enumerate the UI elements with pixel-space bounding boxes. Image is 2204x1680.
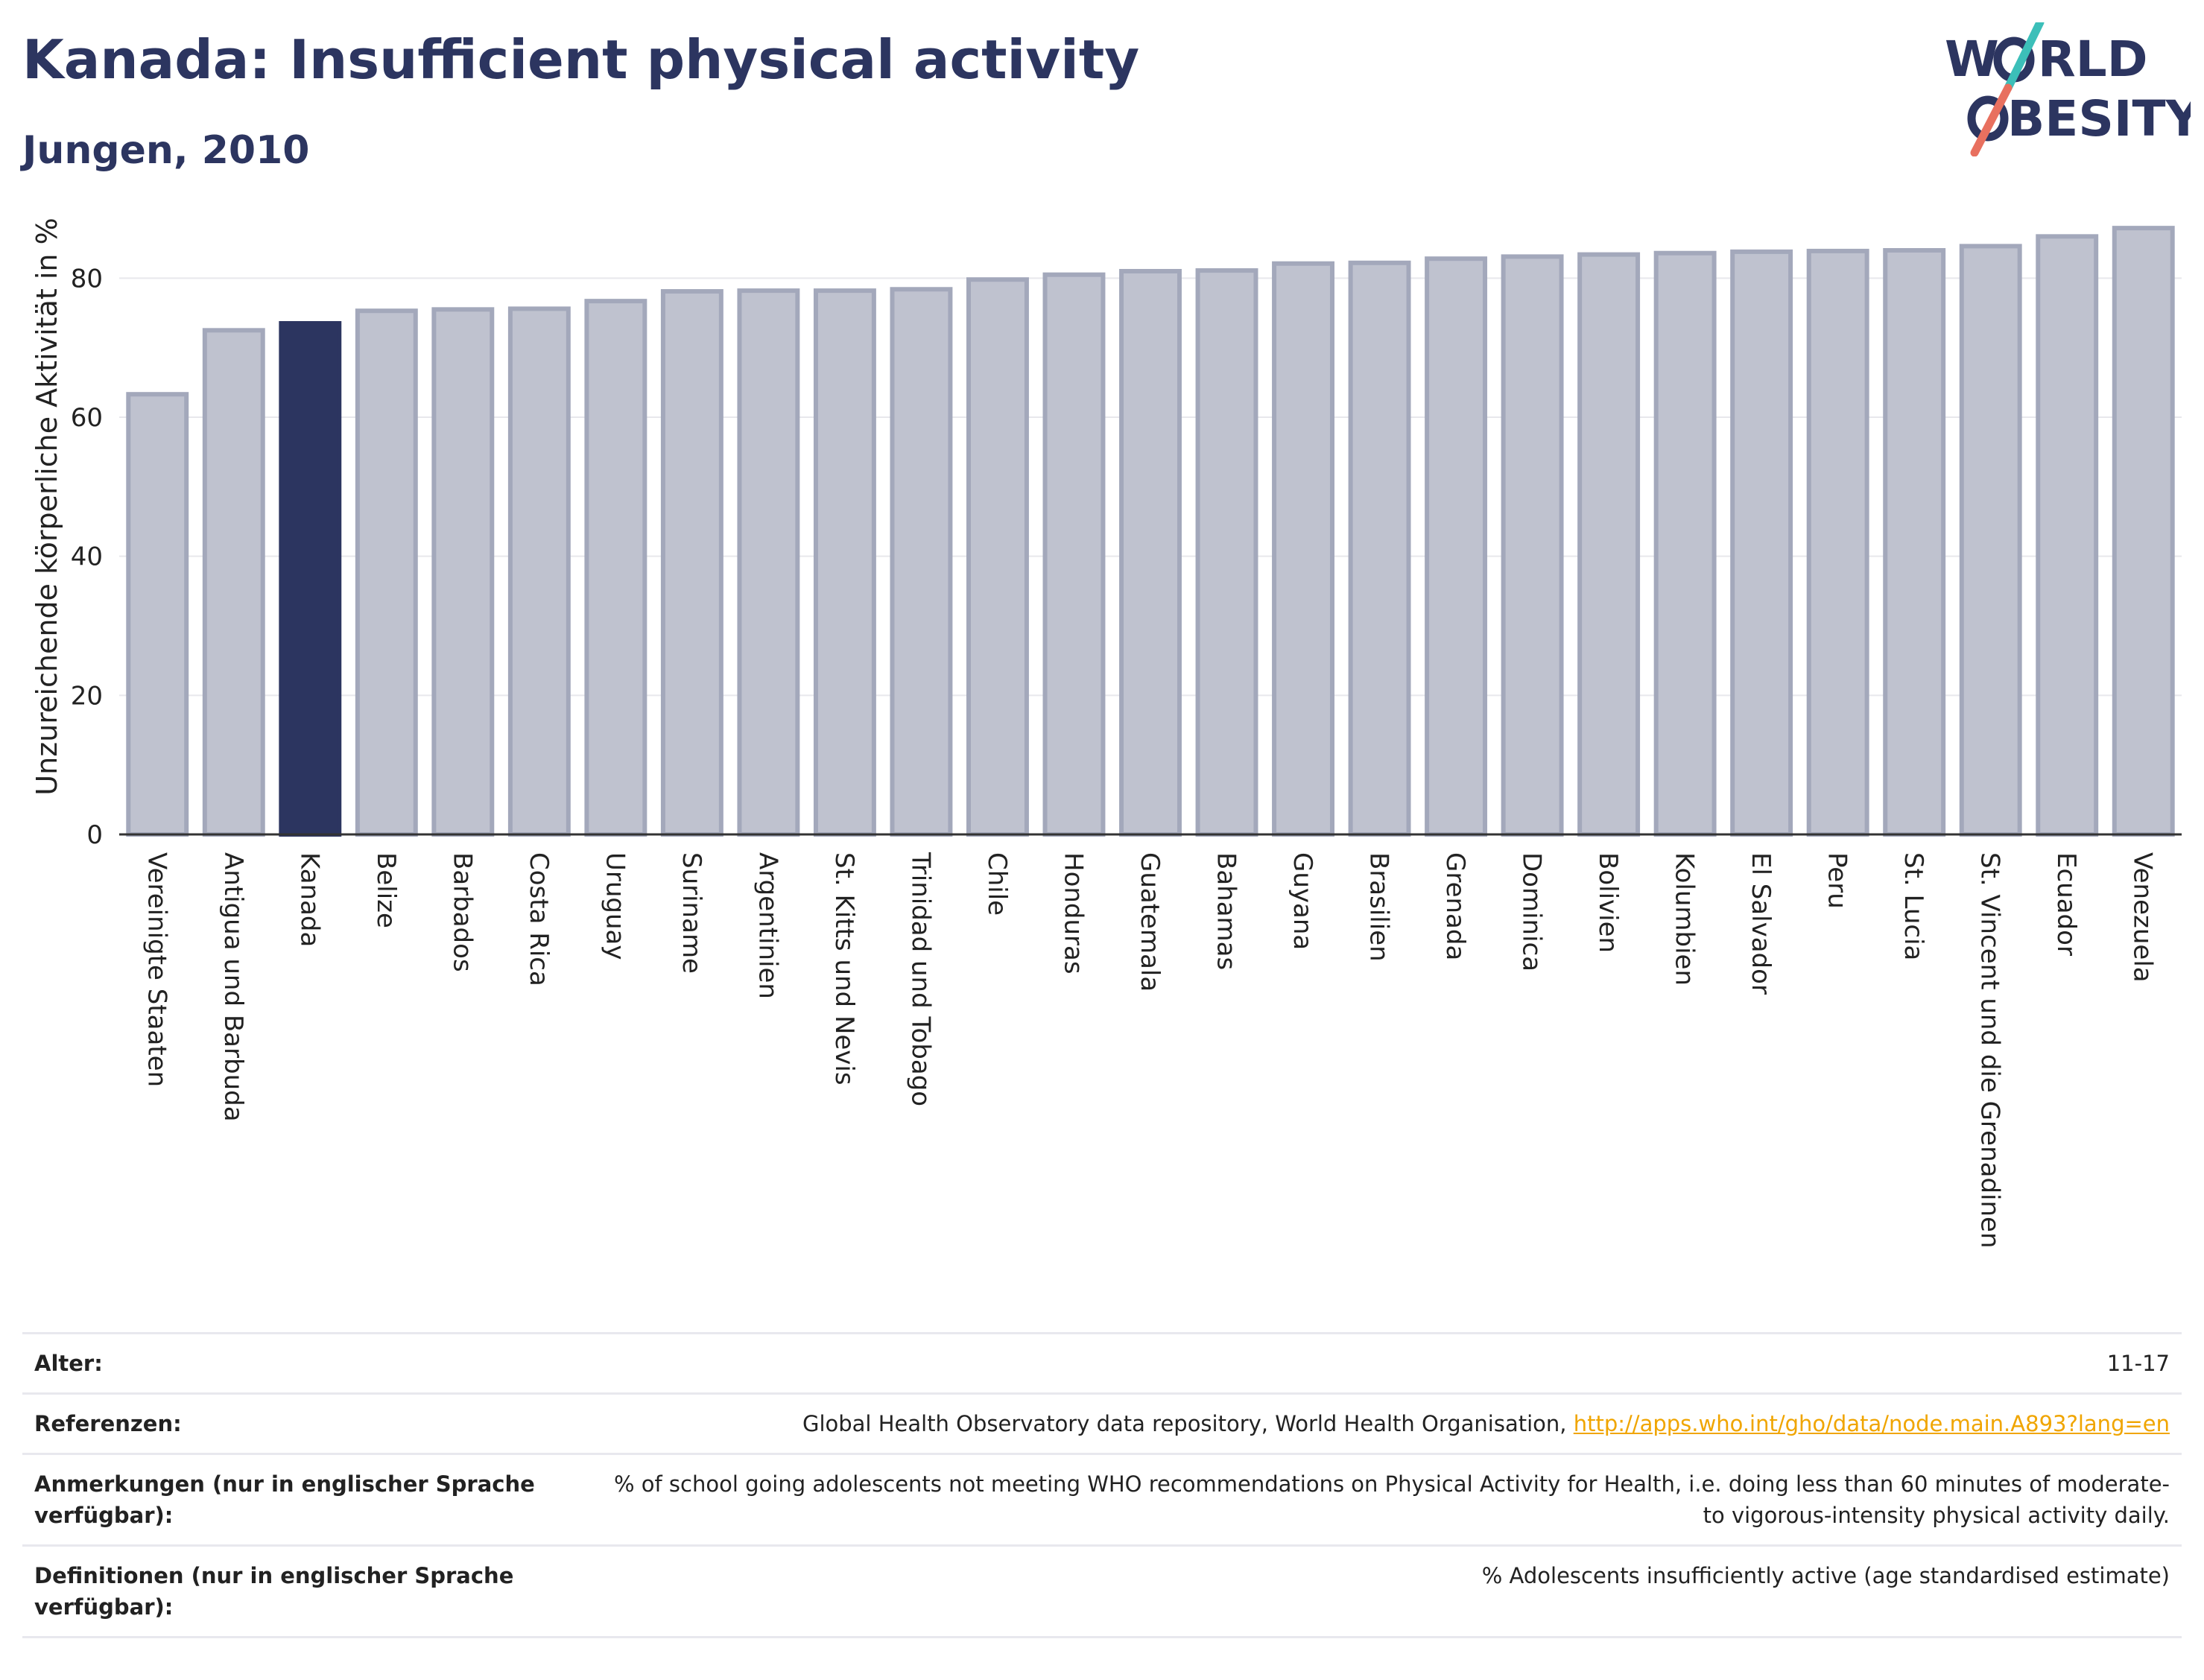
bar [813,288,876,837]
x-tick-label: Guatemala [1135,852,1165,992]
x-tick-label: St. Vincent und die Grenadinen [1975,852,2005,1249]
x-tick-label: Vereinigte Staaten [142,852,171,1087]
logo-slash-teal [2004,22,2045,92]
x-tick-label: Belize [371,852,401,928]
x-tick-label: Brasilien [1364,852,1394,962]
y-tick-label: 20 [71,681,103,711]
x-tick-label: Barbados [447,852,477,972]
y-tick-label: 60 [71,403,103,433]
bar [1653,250,1717,837]
bar [1959,244,2022,837]
x-tick-label: St. Lucia [1899,852,1928,960]
bar [507,306,571,837]
info-value: 11-17 [583,1332,2182,1394]
bar [1883,248,1946,837]
x-tick-label: El Salvador [1746,852,1776,995]
page-title: Kanada: Insufficient physical activity [22,28,1140,91]
bar [1348,260,1411,837]
x-tick-label: Honduras [1058,852,1088,974]
bar [1042,272,1106,837]
bar [584,299,647,837]
y-tick-label: 0 [86,820,103,850]
bar [966,277,1029,837]
bar [1806,248,1869,837]
x-tick-label: Kanada [294,852,324,947]
y-axis-label: Unzureichende körperliche Aktivität in % [31,218,63,795]
x-tick-label: Bolivien [1593,852,1623,953]
info-label: Definitionen (nur in englischer Sprache … [22,1544,583,1638]
y-tick-label: 40 [71,542,103,572]
reference-text: Global Health Observatory data repositor… [802,1411,1574,1436]
world-obesity-logo: W RLD BESITY [1945,22,2191,156]
x-tick-label: Uruguay [600,852,630,960]
bar [1195,268,1258,837]
x-tick-label: Peru [1823,852,1852,909]
bar [1730,249,1793,837]
labels: 0 20 40 60 80 Vereinigte Staaten Antigua und B… [31,218,2158,1248]
x-tick-label: Trinidad und Tobago [905,852,935,1106]
bar [1577,252,1641,837]
bar [355,308,418,837]
reference-link[interactable]: http://apps.who.int/gho/data/node.main.A… [1573,1411,2170,1436]
x-tick-label: Guyana [1288,852,1317,950]
bar [2112,226,2175,837]
x-tick-label: Kolumbien [1670,852,1700,986]
bar [1425,256,1488,837]
bar [202,328,265,837]
x-tick-label: Costa Rica [524,852,554,986]
bars [126,226,2175,837]
y-tick-label: 80 [71,264,103,294]
x-tick-label: Grenada [1440,852,1470,960]
info-value: Global Health Observatory data repositor… [583,1392,2182,1454]
info-row-definitions: Definitionen (nur in englischer Sprache … [22,1544,2182,1638]
info-value: % of school going adolescents not meetin… [583,1453,2182,1546]
x-tick-label: Dominica [1517,852,1547,971]
bar [660,289,723,837]
info-table: Alter: 11-17 Referenzen: Global Health O… [22,1332,2182,1638]
bar [126,392,189,837]
info-value: % Adolescents insufficiently active (age… [583,1544,2182,1638]
x-tick-label: Ecuador [2051,852,2081,956]
x-tick-label: St. Kitts und Nevis [829,852,859,1085]
bar [1501,254,1564,837]
bar [1119,269,1182,837]
bar [2036,234,2099,837]
info-row-references: Referenzen: Global Health Observatory da… [22,1392,2182,1454]
logo-slash-coral [1970,83,2013,156]
x-tick-label: Antigua und Barbuda [218,852,248,1122]
bar [890,287,953,837]
x-tick-label: Chile [982,852,1012,916]
info-row-notes: Anmerkungen (nur in englischer Sprache v… [22,1453,2182,1546]
info-label: Alter: [22,1332,583,1394]
x-tick-label: Venezuela [2128,852,2158,983]
info-label: Referenzen: [22,1392,583,1454]
logo-text-line2: BESITY [2007,90,2191,148]
bar [431,307,495,837]
x-tick-label: Argentinien [753,852,782,999]
info-row-age: Alter: 11-17 [22,1332,2182,1394]
logo-o-ring-bottom [1967,95,2009,142]
bar-chart: 0 20 40 60 80 Vereinigte Staaten Antigua und B… [31,218,2182,1249]
bar-highlight [279,321,342,837]
x-tick-label: Bahamas [1212,852,1241,970]
info-label: Anmerkungen (nur in englischer Sprache v… [22,1453,583,1546]
bar [737,288,800,837]
page-subtitle: Jungen, 2010 [22,128,310,173]
bar [1272,261,1334,837]
x-tick-label: Suriname [677,852,706,974]
logo-text-line1: W RLD [1945,31,2147,88]
